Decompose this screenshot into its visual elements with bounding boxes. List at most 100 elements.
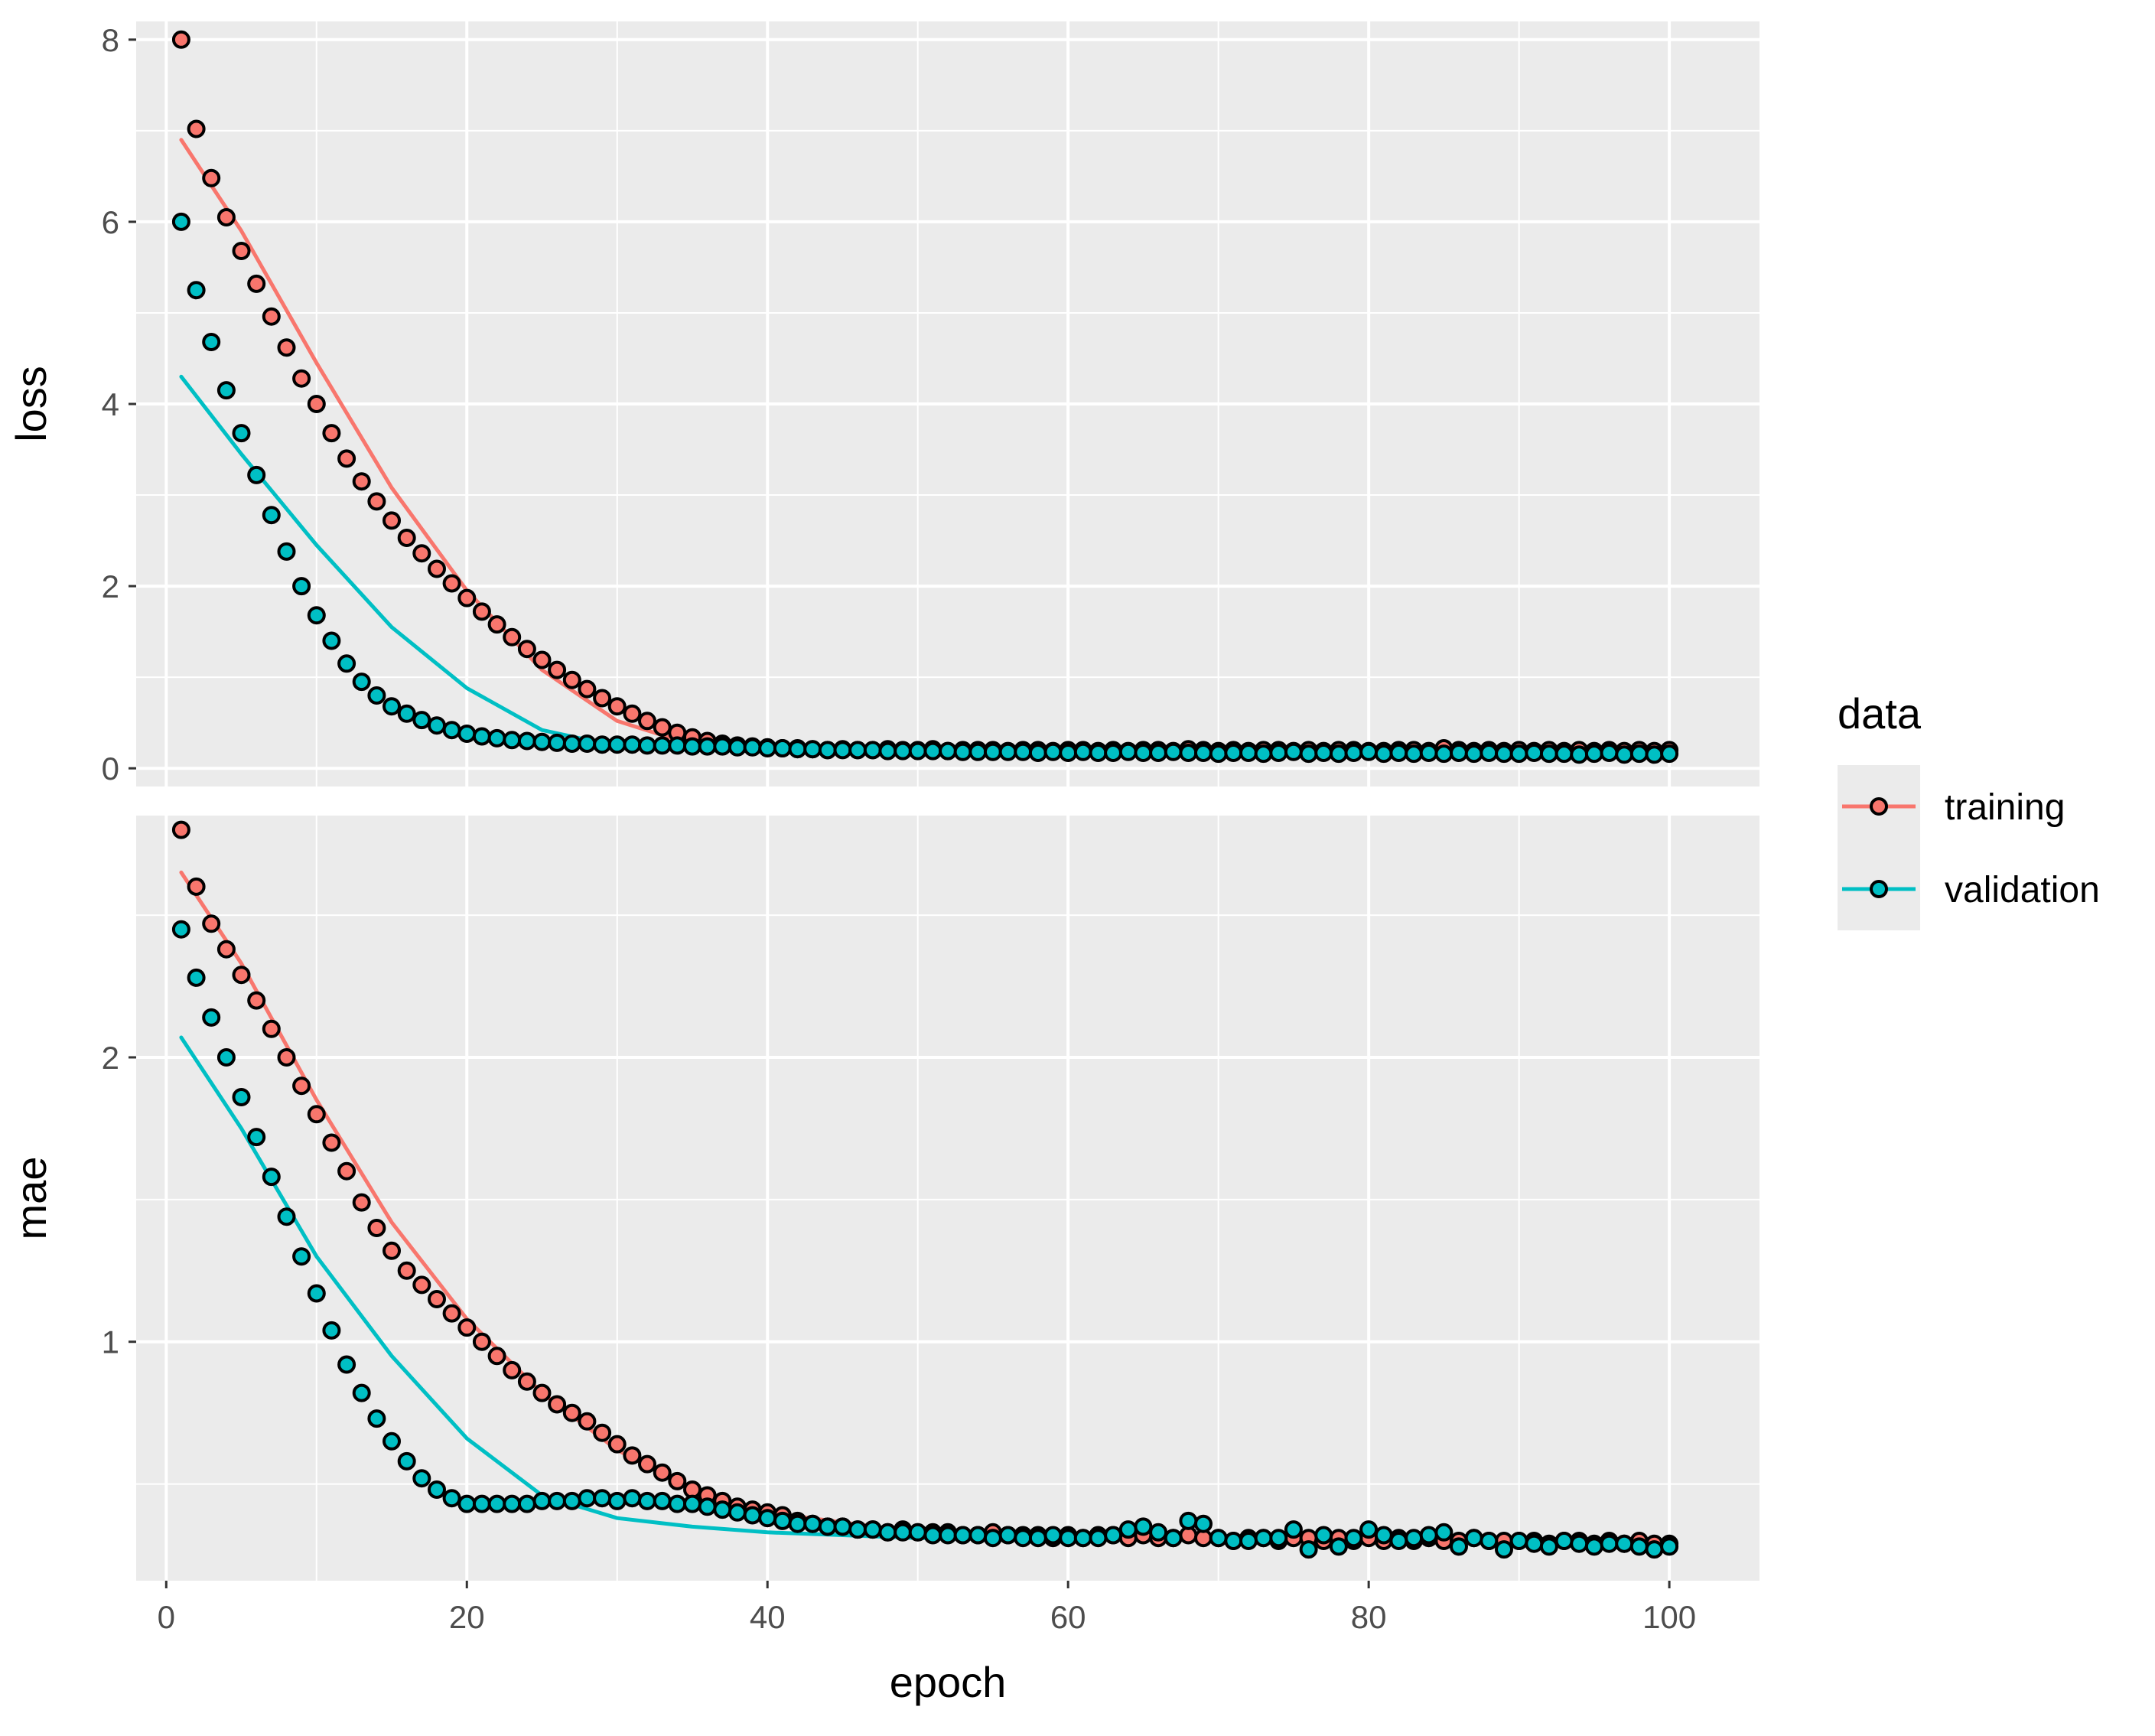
mae-point-validation: [382, 1431, 401, 1451]
loss-point-validation: [503, 731, 522, 750]
mae-point-validation: [1209, 1529, 1228, 1548]
loss-point-validation: [653, 736, 672, 755]
mae-point-validation: [1615, 1534, 1634, 1553]
loss-point-validation: [382, 697, 401, 716]
mae-point-validation: [1028, 1529, 1047, 1548]
mae-point-validation: [1344, 1529, 1363, 1548]
loss-point-validation: [1615, 745, 1634, 764]
mae-point-validation: [1584, 1537, 1603, 1556]
loss-point-validation: [1480, 744, 1499, 762]
loss-point-training: [428, 559, 446, 578]
mae-point-validation: [1073, 1529, 1092, 1548]
mae-point-validation: [1539, 1537, 1558, 1556]
loss-point-validation: [894, 741, 913, 761]
mae-point-training: [623, 1446, 642, 1465]
loss-axis-title: loss: [7, 366, 55, 442]
loss-point-validation: [247, 465, 266, 484]
mae-point-validation: [1525, 1534, 1544, 1553]
loss-point-validation: [923, 741, 942, 761]
mae-point-training: [277, 1048, 296, 1067]
mae-point-validation: [833, 1517, 852, 1536]
loss-point-validation: [818, 741, 837, 760]
mae-point-validation: [803, 1514, 822, 1533]
mae-point-validation: [562, 1491, 581, 1510]
mae-point-validation: [683, 1494, 702, 1513]
loss-point-validation: [457, 725, 477, 743]
loss-point-validation: [1299, 744, 1318, 764]
loss-point-validation: [1434, 744, 1453, 764]
loss-point-training: [442, 574, 461, 593]
loss-point-training: [548, 660, 567, 679]
mae-point-validation: [1224, 1532, 1243, 1550]
mae-point-training: [532, 1383, 552, 1402]
mae-point-validation: [1554, 1532, 1574, 1550]
loss-point-training: [352, 472, 371, 491]
mae-point-training: [428, 1290, 446, 1308]
loss-point-validation: [1450, 744, 1468, 762]
loss-point-validation: [1509, 744, 1528, 764]
mae-point-training: [653, 1463, 672, 1482]
mae-point-validation: [758, 1509, 777, 1528]
x-tick-label: 80: [1351, 1599, 1387, 1635]
loss-point-validation: [1374, 744, 1393, 764]
mae-point-validation: [713, 1500, 732, 1519]
loss-y-tick-label: 8: [102, 22, 119, 58]
loss-point-validation: [1405, 744, 1424, 764]
mae-point-validation: [517, 1494, 536, 1513]
loss-point-validation: [1600, 744, 1619, 762]
mae-point-training: [352, 1193, 371, 1212]
x-tick-label: 100: [1642, 1599, 1696, 1635]
mae-point-validation: [548, 1491, 567, 1510]
loss-point-validation: [397, 704, 416, 723]
loss-y-tick-label: 2: [102, 568, 119, 604]
loss-point-training: [487, 615, 506, 634]
loss-point-validation: [833, 741, 852, 760]
mae-point-validation: [412, 1469, 431, 1488]
mae-point-training: [262, 1019, 281, 1038]
loss-point-validation: [1269, 744, 1288, 762]
x-tick-label: 40: [750, 1599, 786, 1635]
legend-label-training: training: [1945, 787, 2065, 828]
loss-point-training: [382, 511, 401, 530]
mae-point-validation: [202, 1008, 221, 1027]
mae-point-training: [638, 1454, 656, 1474]
x-axis-title: epoch: [890, 1658, 1007, 1706]
loss-point-training: [322, 424, 341, 443]
loss-point-validation: [728, 738, 747, 757]
mae-point-validation: [428, 1480, 446, 1499]
loss-point-validation: [1584, 744, 1603, 764]
loss-point-validation: [983, 742, 1002, 761]
loss-point-validation: [1645, 745, 1664, 764]
loss-point-validation: [1149, 744, 1168, 762]
loss-point-training: [532, 650, 552, 669]
loss-point-validation: [998, 742, 1017, 761]
mae-point-validation: [352, 1383, 371, 1402]
loss-point-training: [653, 718, 672, 737]
loss-point-validation: [1314, 744, 1333, 762]
loss-point-validation: [232, 424, 251, 443]
mae-point-validation: [1314, 1526, 1333, 1545]
loss-point-validation: [1464, 744, 1483, 764]
loss-point-validation: [953, 742, 972, 761]
mae-point-validation: [638, 1491, 656, 1510]
mae-point-validation: [232, 1088, 251, 1106]
loss-point-validation: [1164, 742, 1183, 761]
loss-point-validation: [1179, 744, 1198, 762]
loss-point-training: [607, 697, 627, 716]
loss-point-training: [593, 689, 612, 708]
mae-point-validation: [1645, 1540, 1664, 1559]
loss-y-tick-label: 6: [102, 204, 119, 240]
loss-point-validation: [878, 741, 897, 761]
loss-point-training: [562, 670, 581, 689]
mae-point-validation: [1194, 1514, 1213, 1533]
mae-point-validation: [923, 1526, 942, 1545]
loss-point-validation: [788, 740, 807, 759]
mae-point-validation: [1600, 1534, 1619, 1553]
loss-point-validation: [1525, 744, 1544, 762]
loss-point-training: [412, 544, 431, 563]
mae-point-validation: [998, 1526, 1017, 1545]
loss-point-validation: [1134, 744, 1153, 762]
mae-point-validation: [262, 1168, 281, 1187]
loss-panel-gridlines: [136, 21, 1759, 787]
loss-point-validation: [1239, 744, 1258, 762]
